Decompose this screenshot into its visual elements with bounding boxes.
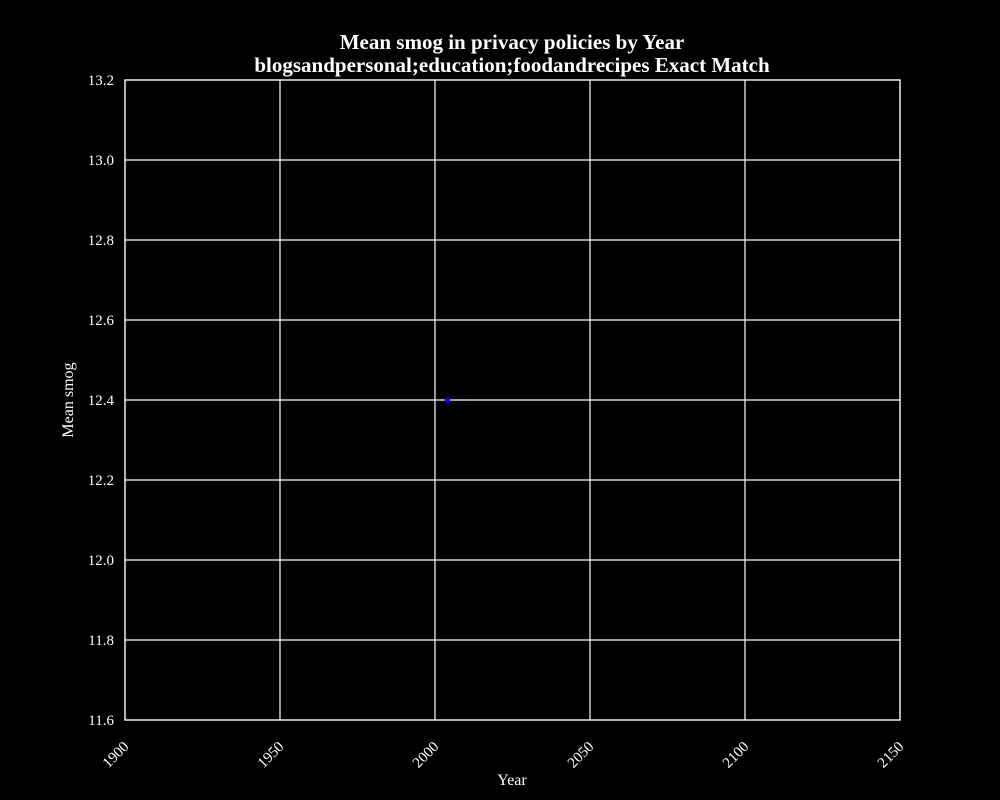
chart-title: Mean smog in privacy policies by Year — [340, 30, 685, 54]
y-tick-label: 13.0 — [88, 153, 114, 169]
y-axis-label: Mean smog — [60, 362, 77, 437]
data-point — [444, 397, 451, 403]
plot-area-frame — [124, 79, 901, 721]
x-axis-label: Year — [497, 772, 527, 789]
y-tick-label: 12.6 — [88, 313, 115, 329]
y-tick-label: 11.8 — [88, 633, 114, 649]
data-points — [444, 397, 451, 403]
y-tick-label: 12.2 — [88, 473, 114, 489]
y-tick-label: 13.2 — [88, 73, 114, 89]
y-tick-label: 11.6 — [88, 713, 114, 729]
y-tick-label: 12.4 — [88, 393, 115, 409]
y-tick-label: 12.0 — [88, 553, 114, 569]
y-tick-labels: 11.6 11.8 12.0 12.2 12.4 12.6 12.8 13.0 13.2 — [88, 73, 115, 729]
y-tick-label: 12.8 — [88, 233, 114, 249]
chart-subtitle: blogsandpersonal;education;foodandrecipe… — [254, 53, 770, 77]
grid-lines — [125, 80, 900, 720]
